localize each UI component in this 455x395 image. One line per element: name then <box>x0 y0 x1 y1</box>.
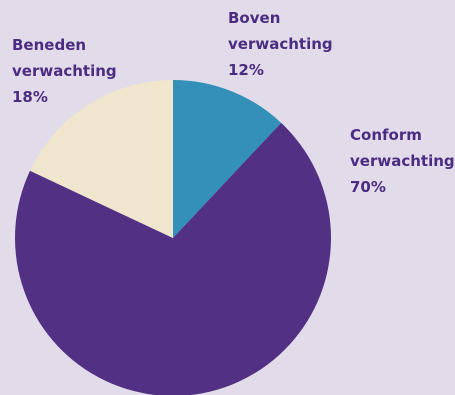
slice-label-conform-line1: Conform <box>350 122 455 148</box>
slice-label-boven-line1: Boven <box>228 5 333 31</box>
slice-label-boven-value: 12% <box>228 57 333 83</box>
slice-label-beneden-value: 18% <box>12 84 117 110</box>
slice-label-conform: Conform verwachting 70% <box>350 122 455 200</box>
slice-label-beneden-line1: Beneden <box>12 32 117 58</box>
slice-label-boven: Boven verwachting 12% <box>228 5 333 83</box>
slice-label-conform-value: 70% <box>350 174 455 200</box>
slice-label-beneden-line2: verwachting <box>12 58 117 84</box>
slice-label-conform-line2: verwachting <box>350 148 455 174</box>
slice-label-boven-line2: verwachting <box>228 31 333 57</box>
slice-label-beneden: Beneden verwachting 18% <box>12 32 117 110</box>
